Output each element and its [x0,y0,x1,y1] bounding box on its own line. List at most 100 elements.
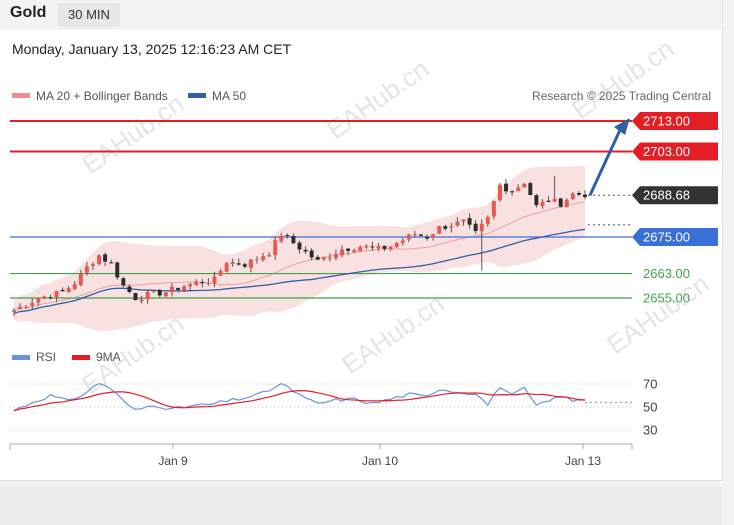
x-tick-label-2: Jan 13 [565,454,601,468]
candle [291,233,296,244]
candle-body [97,255,102,264]
candle-body [279,235,284,242]
candle-body [273,240,278,256]
candle [157,288,162,298]
candle [84,261,89,276]
candle [540,199,545,209]
candle [169,283,174,297]
candle-body [242,264,247,267]
candle-body [376,246,381,249]
candle-body [528,183,533,195]
candle-body [576,192,581,195]
candle [12,308,16,317]
candle [516,184,521,192]
candle [388,245,393,252]
candle [285,233,290,239]
candle [60,287,65,292]
candle-body [182,286,187,291]
candle-body [66,287,71,292]
candle-body [194,281,199,285]
candle-body [303,249,308,252]
candle [528,181,533,196]
candle [564,198,569,208]
level-label-2703.00: 2703.00 [643,144,690,159]
candle [224,262,229,273]
candle-body [327,257,332,259]
level-label-2655.00: 2655.00 [643,291,690,306]
candle [382,245,387,252]
candle-body [346,248,351,251]
projection-arrow-shaft [588,129,622,196]
candle-body [291,236,296,244]
candle-body [382,245,387,249]
candle [212,271,217,288]
candle-body [230,262,235,264]
candle-body [12,310,16,313]
candle-body [133,293,138,301]
candle-body [570,193,575,200]
rsi-tick-50: 50 [643,400,657,415]
candle [24,304,29,310]
projection-arrow-icon [614,118,630,135]
candle [273,236,278,260]
legend-swatch-icon [188,93,206,98]
x-tick-label-1: Jan 10 [362,454,398,468]
candle [449,223,454,233]
candle [394,241,399,249]
candle-body [72,284,77,290]
candle [497,182,502,202]
candle [552,175,557,203]
candle [479,219,484,271]
level-label-2663.00: 2663.00 [643,266,690,281]
candle-body [103,254,108,262]
candle-body [321,257,326,260]
candle [400,237,405,246]
candle-body [309,250,314,258]
watermark-text-2: EAHub.cn [566,33,679,125]
candle-body [340,249,344,256]
candle-body [394,243,399,247]
candle-body [285,235,290,237]
candle [315,255,320,261]
candle-body [412,234,417,236]
candle-body [78,273,83,286]
candle-body [558,198,563,207]
candle [358,245,363,252]
candle [255,256,259,264]
candle [54,290,59,302]
candle-body [84,266,89,273]
candle-body [534,195,539,206]
candle [346,248,351,256]
candle [473,220,478,234]
candle [412,231,417,238]
candle [97,254,102,266]
candle [115,261,120,280]
candle-body [60,289,65,292]
candle [309,247,314,261]
candle [78,269,83,287]
candle-body [115,262,120,278]
candle [333,249,338,261]
candle-body [109,262,114,264]
candle-body [212,276,217,284]
candle [534,193,539,208]
candle [443,224,448,231]
candle [352,248,357,254]
candle-body [364,245,369,248]
candle-body [163,292,168,297]
candle-body [504,183,509,192]
candle [42,295,47,300]
candle [72,280,77,291]
candle [248,258,253,273]
candle-body [139,299,144,302]
timeframe-tab[interactable]: 30 MIN [58,3,120,27]
candle [364,244,369,250]
credit-text: Research © 2025 Trading Central [532,89,711,103]
candle [200,278,205,288]
candle-body [370,246,375,248]
candle [491,200,496,220]
candle-body [42,296,47,299]
candle-body [54,290,59,298]
candle [279,232,284,244]
